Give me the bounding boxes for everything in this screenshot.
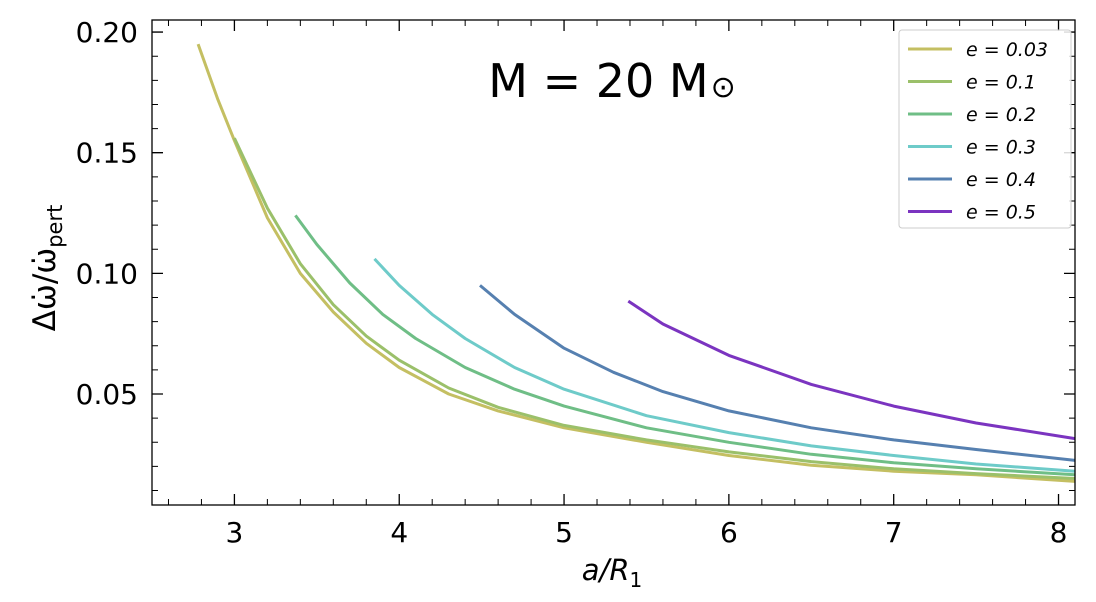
series-line-e-0-5	[627, 299, 1076, 441]
legend-label-e-0-1: e = 0.1	[966, 72, 1036, 94]
legend-label-e-0-2: e = 0.2	[966, 104, 1036, 126]
y-axis-label-main: Δω̇/ω̇	[27, 248, 63, 332]
y-tick-label: 0.05	[76, 378, 138, 411]
series-line-e-0-03	[196, 43, 1076, 483]
plot-frame	[151, 19, 1076, 506]
x-tick-label: 4	[390, 516, 408, 549]
y-axis-label-sub: pert	[43, 205, 67, 248]
x-tick-label: 5	[555, 516, 573, 549]
legend-label-e-0-03: e = 0.03	[966, 39, 1048, 61]
legend-items: e = 0.03 e = 0.1 e = 0.2 e = 0.3 e = 0.4 e = …	[908, 39, 1048, 224]
x-tick-label: 6	[720, 516, 738, 549]
mass-annotation: M = 20 M⊙	[488, 54, 735, 108]
solar-symbol: ⊙	[711, 70, 736, 105]
x-axis-label-sub: 1	[629, 568, 642, 592]
mass-annotation-text: M = 20 M	[488, 54, 708, 108]
x-axis-label-main: a/R	[582, 553, 630, 587]
y-axis-label: Δω̇/ω̇pert	[27, 205, 67, 332]
series-layer	[196, 43, 1076, 483]
tick-labels-layer: 3 4 5 6 7 8 0.05 0.10 0.15 0.20	[76, 16, 1068, 549]
legend-label-e-0-3: e = 0.3	[966, 137, 1036, 159]
series-line-e-0-3	[373, 257, 1076, 473]
x-tick-label: 3	[225, 516, 243, 549]
x-tick-label: 8	[1050, 516, 1068, 549]
ticks-layer	[152, 20, 1075, 505]
y-tick-label: 0.15	[76, 137, 138, 170]
series-line-e-0-2	[294, 214, 1076, 477]
legend: e = 0.03 e = 0.1 e = 0.2 e = 0.3 e = 0.4 e = …	[898, 29, 1072, 229]
series-line-e-0-1	[233, 137, 1076, 480]
legend-label-e-0-4: e = 0.4	[966, 169, 1036, 191]
x-tick-label: 7	[885, 516, 903, 549]
y-tick-label: 0.20	[76, 16, 138, 49]
y-tick-label: 0.10	[76, 257, 138, 290]
series-line-e-0-4	[479, 284, 1076, 462]
legend-label-e-0-5: e = 0.5	[966, 202, 1036, 224]
x-axis-label: a/R1	[582, 553, 642, 592]
